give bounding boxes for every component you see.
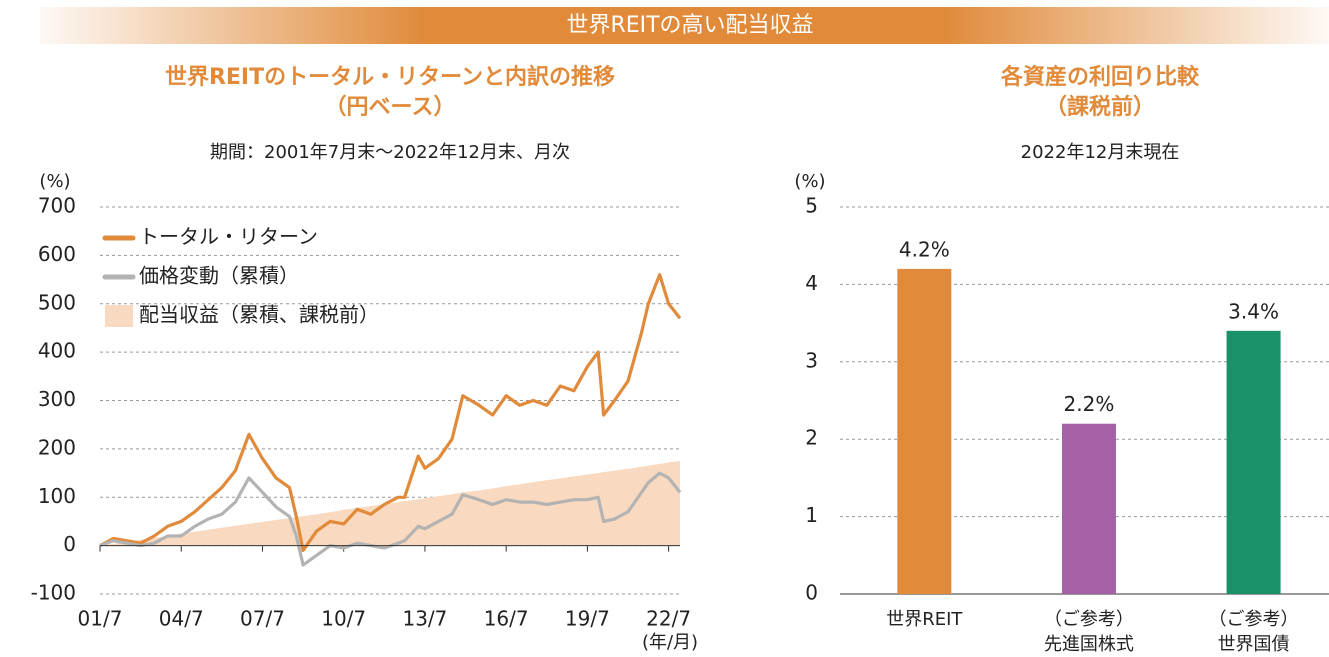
chart-title: （課税前） — [1045, 94, 1155, 120]
x-tick-label: （ご参考） — [1209, 609, 1299, 630]
y-tick-label: 200 — [38, 435, 76, 459]
legend-label: トータル・リターン — [139, 225, 318, 249]
chart-title: （円ベース） — [325, 95, 456, 120]
y-tick-label: 5 — [805, 194, 818, 218]
chart-subtitle: 2022年12月末現在 — [1021, 142, 1180, 163]
x-tick-label: 世界REIT — [886, 609, 963, 630]
chart-title: 各資産の利回り比較 — [1000, 64, 1200, 90]
value-label: 2.2% — [1064, 392, 1115, 416]
line — [99, 273, 682, 553]
legend-swatch — [105, 305, 133, 327]
y-tick-label: 400 — [38, 339, 76, 363]
x-tick-label: 19/7 — [565, 607, 610, 631]
x-tick-label: 16/7 — [484, 607, 529, 631]
value-label: 4.2% — [899, 237, 950, 261]
x-axis-label: (年/月) — [642, 632, 698, 653]
legend-label: 価格変動（累積） — [139, 264, 299, 288]
area — [100, 461, 680, 546]
x-tick-label: （ご参考） — [1044, 609, 1134, 630]
y-tick-label: 100 — [38, 484, 76, 508]
banner-bg — [40, 7, 1329, 44]
y-tick-label: 4 — [805, 271, 818, 295]
y-axis-label: (%) — [794, 171, 825, 192]
value-label: 3.4% — [1228, 299, 1279, 323]
chart-subtitle: 期間：2001年7月末～2022年12月末、月次 — [210, 142, 570, 163]
y-axis-label: (%) — [39, 171, 70, 192]
y-tick-label: 0 — [805, 581, 818, 605]
y-tick-label: 500 — [38, 290, 76, 314]
x-tick-label: 世界国債 — [1218, 634, 1290, 655]
x-tick-label: 22/7 — [646, 607, 691, 631]
y-tick-label: 3 — [805, 348, 818, 372]
x-tick-label: 10/7 — [321, 607, 366, 631]
bar — [897, 268, 952, 594]
x-tick-label: 01/7 — [78, 607, 123, 631]
y-tick-label: 300 — [38, 387, 76, 411]
chart-title: 世界REITのトータル・リターンと内訳の推移 — [165, 64, 615, 90]
x-tick-label: 04/7 — [159, 607, 204, 631]
x-tick-label: 07/7 — [240, 607, 285, 631]
line — [99, 471, 682, 567]
y-tick-label: 1 — [805, 503, 818, 527]
legend-label: 配当収益（累積、課税前） — [139, 303, 379, 327]
y-tick-label: -100 — [31, 581, 76, 605]
x-tick-label: 13/7 — [402, 607, 447, 631]
x-tick-label: 先進国株式 — [1044, 634, 1134, 655]
banner-title: 世界REITの高い配当収益 — [566, 13, 813, 38]
bar — [1226, 330, 1281, 594]
y-tick-label: 700 — [38, 194, 76, 218]
y-tick-label: 0 — [63, 532, 76, 556]
y-tick-label: 2 — [805, 426, 818, 450]
bar — [1061, 423, 1116, 594]
y-tick-label: 600 — [38, 242, 76, 266]
